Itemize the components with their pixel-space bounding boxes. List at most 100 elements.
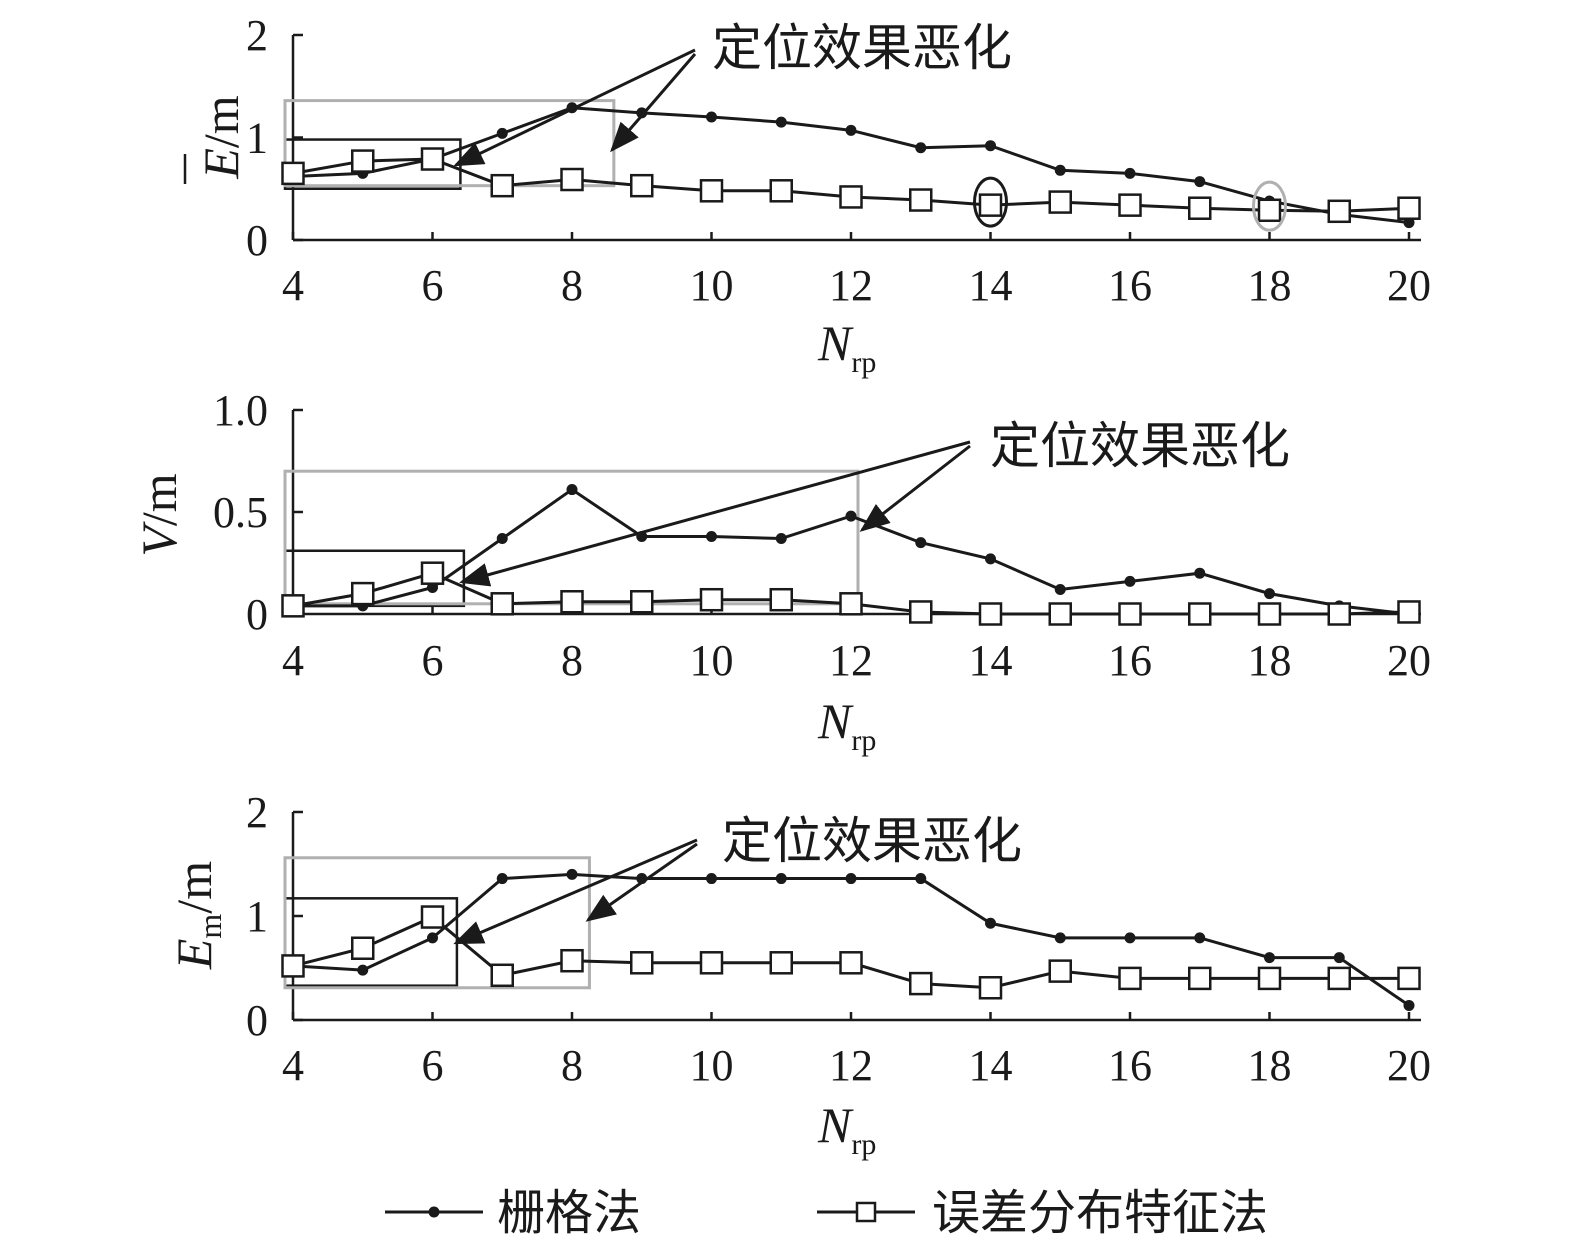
data-point-error-dist (420, 561, 445, 585)
data-point-grid (1264, 952, 1275, 964)
data-point-grid (915, 873, 927, 885)
data-point-grid (775, 533, 787, 545)
data-point-grid (566, 484, 578, 496)
data-point-error-dist (420, 905, 445, 929)
data-point-error-dist (699, 179, 724, 203)
data-point-grid (1194, 176, 1206, 188)
data-point-grid (1054, 932, 1066, 944)
data-point-error-dist (1048, 959, 1072, 983)
x-tick-label: 10 (690, 636, 734, 685)
data-point-error-dist (560, 167, 584, 192)
plot-area: 0 0.5 1.0 4 6 8 10 12 14 16 18 20 (213, 386, 1431, 685)
data-point-error-dist (351, 149, 375, 173)
x-tick-label: 12 (829, 1041, 873, 1090)
data-point-error-dist (1257, 602, 1282, 626)
x-tick-label: 18 (1248, 1041, 1292, 1090)
y-axis-label: E/m (183, 95, 249, 184)
data-point-grid (985, 917, 996, 929)
annotation-label: 定位效果恶化 (712, 19, 1012, 77)
y-tick-label: 0 (246, 590, 268, 639)
x-tick-label: 4 (282, 1041, 304, 1090)
data-point-grid (427, 932, 438, 944)
data-point-grid (1124, 932, 1136, 944)
data-point-grid (566, 868, 578, 880)
data-point-grid (845, 873, 857, 885)
annotation-label: 定位效果恶化 (990, 417, 1290, 475)
data-point-error-dist (839, 951, 863, 975)
highlight-box (283, 856, 591, 990)
y-tick-label: 0 (246, 216, 268, 265)
y-tick-label: 1 (246, 892, 268, 941)
y-tick-label: 2 (246, 788, 268, 837)
data-point-error-dist (1048, 602, 1072, 626)
data-point-grid (496, 533, 508, 545)
data-point-error-dist (1327, 199, 1351, 224)
data-point-error-dist (978, 193, 1003, 217)
data-point-error-dist (490, 592, 514, 616)
x-axis-label: Nrp (817, 1097, 876, 1161)
data-point-error-dist (1327, 966, 1351, 991)
data-point-grid (1194, 932, 1206, 944)
data-point-grid (496, 873, 508, 885)
x-tick-label: 16 (1108, 1041, 1152, 1090)
data-point-error-dist (1048, 190, 1072, 214)
data-point-error-dist (490, 963, 514, 988)
data-point-error-dist (909, 600, 933, 624)
annotation-arrow (859, 444, 971, 532)
x-axis-label: Nrp (817, 315, 876, 379)
data-point-error-dist (839, 592, 863, 616)
x-tick-label: 6 (422, 1041, 444, 1090)
x-tick-label: 10 (690, 261, 734, 310)
x-tick-label: 18 (1248, 261, 1292, 310)
legend-item-error-dist: 误差分布特征法 (817, 1185, 1268, 1241)
x-tick-label: 20 (1387, 636, 1431, 685)
x-tick-label: 12 (829, 636, 873, 685)
data-point-error-dist (769, 587, 793, 612)
data-point-error-dist (630, 173, 654, 198)
x-tick-label: 12 (829, 261, 873, 310)
annotation-arrow (453, 838, 698, 945)
data-point-grid (775, 116, 787, 128)
data-point-grid (775, 873, 787, 885)
x-tick-label: 14 (969, 1041, 1013, 1090)
annotation-arrow (453, 48, 696, 167)
chart-panel-variance: 0 0.5 1.0 4 6 8 10 12 14 16 18 20 定位效果恶化 V/m Nrp (131, 386, 1431, 757)
data-point-error-dist (1188, 602, 1212, 626)
data-point-error-dist (1118, 602, 1142, 626)
legend-label-grid: 栅格法 (497, 1185, 641, 1241)
data-point-error-dist (560, 948, 584, 973)
data-point-error-dist (1118, 193, 1142, 217)
data-point-grid (1054, 164, 1066, 176)
y-tick-label: 0 (246, 996, 268, 1045)
x-tick-label: 6 (422, 636, 444, 685)
data-point-grid (706, 530, 717, 542)
legend: 栅格法 误差分布特征法 (385, 1185, 1268, 1241)
data-point-error-dist (1257, 966, 1282, 991)
y-axis-label-text: E/m (193, 95, 249, 179)
x-tick-label: 6 (422, 261, 444, 310)
data-point-grid (1333, 952, 1345, 964)
legend-marker-dot (428, 1206, 440, 1218)
y-tick-label: 1 (246, 114, 268, 163)
data-point-error-dist (1397, 196, 1421, 220)
y-tick-label: 1.0 (213, 386, 268, 435)
data-point-error-dist (1397, 966, 1421, 991)
data-point-error-dist (978, 602, 1003, 626)
data-point-grid (845, 510, 857, 522)
x-tick-label: 8 (561, 636, 583, 685)
data-point-error-dist (769, 179, 793, 203)
x-tick-label: 16 (1108, 261, 1152, 310)
data-point-grid (1264, 588, 1275, 600)
x-tick-label: 4 (282, 636, 304, 685)
x-tick-label: 14 (969, 636, 1013, 685)
highlight-ellipse (973, 176, 1008, 228)
x-tick-label: 16 (1108, 636, 1152, 685)
data-point-error-dist (281, 594, 305, 618)
data-point-error-dist (490, 173, 514, 198)
data-point-error-dist (769, 951, 793, 975)
y-tick-label: 0.5 (213, 488, 268, 537)
data-point-error-dist (839, 185, 863, 209)
data-point-grid (496, 127, 508, 139)
data-point-grid (845, 124, 857, 136)
annotation-arrow (459, 440, 971, 587)
